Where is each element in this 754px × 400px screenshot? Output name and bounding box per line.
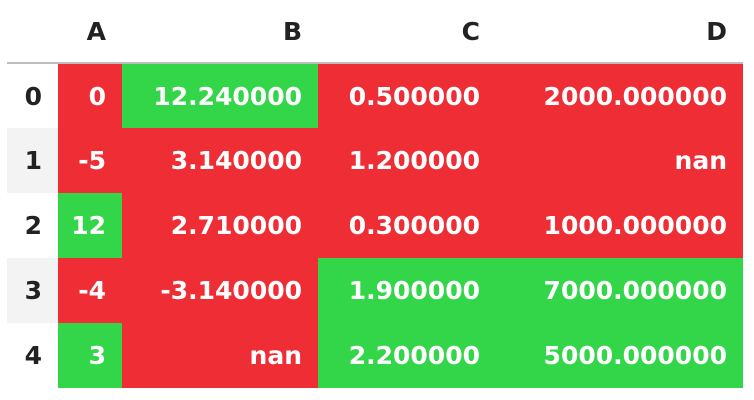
table-row: 3 -4 -3.140000 1.900000 7000.000000 <box>7 258 743 323</box>
styled-dataframe: A B C D 0 0 12.240000 0.500000 2000.000000 1-… <box>7 0 743 388</box>
table-cell: 7000.000000 <box>496 258 743 323</box>
column-header: C <box>318 0 496 64</box>
index-header <box>7 0 58 64</box>
table-row: 4 3 nan 2.200000 5000.000000 <box>7 323 743 388</box>
column-header: D <box>496 0 743 64</box>
table-cell: 1000.000000 <box>496 193 743 258</box>
table-cell: 1.200000 <box>318 128 496 193</box>
row-index: 0 <box>24 81 42 111</box>
table-cell: 2000.000000 <box>496 63 743 128</box>
table-cell: -4 <box>58 258 122 323</box>
table-cell: 0.300000 <box>318 193 496 258</box>
row-index: 2 <box>24 211 42 240</box>
table-cell: 12 <box>58 193 122 258</box>
table-cell: 2.710000 <box>122 193 318 258</box>
table-cell: 5000.000000 <box>496 323 743 388</box>
table-cell: 2.200000 <box>318 323 496 388</box>
table-cell: -3.140000 <box>122 258 318 323</box>
table-row: 1 -5 3.140000 1.200000 nan <box>7 128 743 193</box>
table-cell: 3 <box>58 323 122 388</box>
table-cell: 1.900000 <box>318 258 496 323</box>
table-row: 2 12 2.710000 0.300000 1000.000000 <box>7 193 743 258</box>
table-cell: 0 <box>58 63 122 128</box>
row-index: 1 <box>7 128 58 193</box>
table-cell: nan <box>122 323 318 388</box>
row-index: 3 <box>7 258 58 323</box>
table-cell: 12.240000 <box>122 63 318 128</box>
column-header: B <box>122 0 318 64</box>
table-row: 0 0 12.240000 0.500000 2000.000000 <box>7 63 743 128</box>
table-cell: nan <box>496 128 743 193</box>
column-header: A <box>58 0 122 64</box>
row-index: 4 <box>24 341 42 370</box>
table-cell: -5 <box>58 128 122 193</box>
table-cell: 3.140000 <box>122 128 318 193</box>
table-cell: 0.500000 <box>318 63 496 128</box>
header-row: A B C D <box>7 0 743 64</box>
